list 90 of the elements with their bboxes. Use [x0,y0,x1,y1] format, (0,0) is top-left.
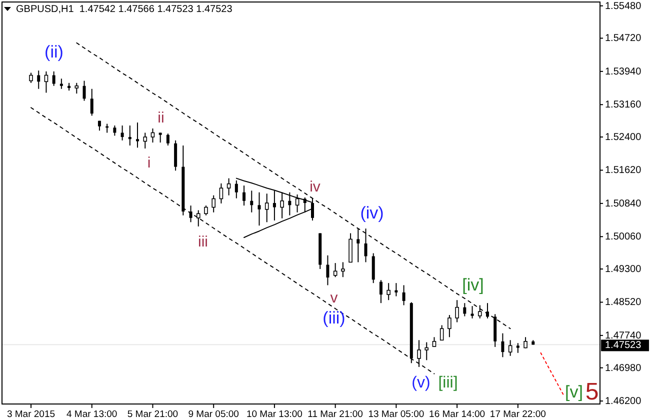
candlestick [463,302,466,317]
y-tick-label: 1.46200 [605,396,642,408]
candlestick [348,232,352,263]
candlestick [250,190,254,213]
candlestick [166,133,170,146]
candlestick [226,178,231,196]
candlestick [174,140,178,172]
annotation: i [147,154,151,172]
x-tick-label: 4 Mar 13:00 [66,409,118,420]
candlestick [379,280,382,304]
candlestick [136,122,140,148]
candlestick [326,254,330,286]
candlestick [394,282,398,297]
y-tick-label: 1.46980 [605,362,642,374]
candlestick [417,340,421,368]
candlestick [478,304,482,319]
candlestick [37,70,40,90]
candlestick [501,332,504,358]
ref-line-label: 1.47523 [605,340,642,352]
candlestick [242,185,246,206]
candlestick [189,205,192,223]
annotation: iv [310,178,321,196]
candlestick [128,124,132,146]
candlestick [432,336,436,348]
candlestick [440,324,444,341]
candlestick [486,302,489,319]
annotation: 5 [585,378,599,406]
annotation: v [330,290,338,306]
candlestick [44,70,48,94]
candlestick [258,192,261,226]
x-tick-label: 5 Mar 21:00 [127,409,178,420]
annotation: [iv] [462,276,484,294]
candlestick [113,124,116,136]
annotation: (iv) [360,204,384,222]
x-tick-label: 9 Mar 05:00 [188,409,239,420]
y-tick-label: 1.55480 [605,0,642,12]
candlestick [143,132,148,149]
annotation: [iii] [438,374,458,392]
x-tick-label: 16 Mar 14:00 [429,409,486,420]
chart-title: GBPUSD,H1 1.47542 1.47566 1.47523 1.47523 [16,4,233,15]
candlestick [402,284,406,306]
y-tick-label: 1.52400 [605,132,642,143]
candlestick [29,72,33,84]
annotation: ii [158,110,164,126]
candlestick [158,132,162,144]
candlestick [219,182,224,204]
annotation: [v] [565,382,583,402]
y-tick-label: 1.54720 [605,33,642,44]
candlestick [150,128,155,144]
candlestick [90,88,94,116]
candlestick [212,194,216,213]
candlestick [356,228,360,263]
x-tick-label: 11 Mar 21:00 [308,409,363,420]
candlestick [333,262,338,278]
candlestick [386,282,390,301]
y-tick-label: 1.50840 [605,198,642,210]
x-tick-label: 10 Mar 13:00 [246,409,302,420]
y-tick-label: 1.51620 [605,165,642,176]
candlestick [196,210,200,227]
candlestick [470,306,474,319]
x-tick-label: 13 Mar 05:00 [368,409,424,420]
candlestick [424,342,429,361]
y-tick-label: 1.53160 [605,100,642,111]
candlestick [341,262,345,278]
y-tick-label: 1.49300 [605,264,642,276]
annotation: (ii) [44,42,64,62]
candlestick [60,78,63,90]
candlestick [372,252,375,284]
candlestick [82,80,86,102]
y-tick-label: 1.53940 [605,66,642,78]
annotation: iii [198,234,208,250]
candlestick [448,314,452,338]
candlestick [364,228,368,263]
y-tick-label: 1.47740 [605,330,642,342]
candlestick [120,124,124,141]
line-series [30,107,435,374]
y-tick-label: 1.48520 [605,297,642,308]
line-series [540,352,564,396]
candlestick [264,193,269,223]
x-tick-label: 17 Mar 22:00 [490,409,546,420]
annotation: (v) [412,374,430,392]
candlestick [516,342,520,354]
candlestick [455,300,459,323]
candlestick [508,340,512,356]
candlestick [52,70,56,86]
y-tick-label: 1.50060 [605,232,642,243]
candlestick [204,205,208,216]
x-tick-label: 3 Mar 2015 [6,409,56,420]
candlestick [74,82,79,94]
annotation: (iii) [322,308,346,328]
